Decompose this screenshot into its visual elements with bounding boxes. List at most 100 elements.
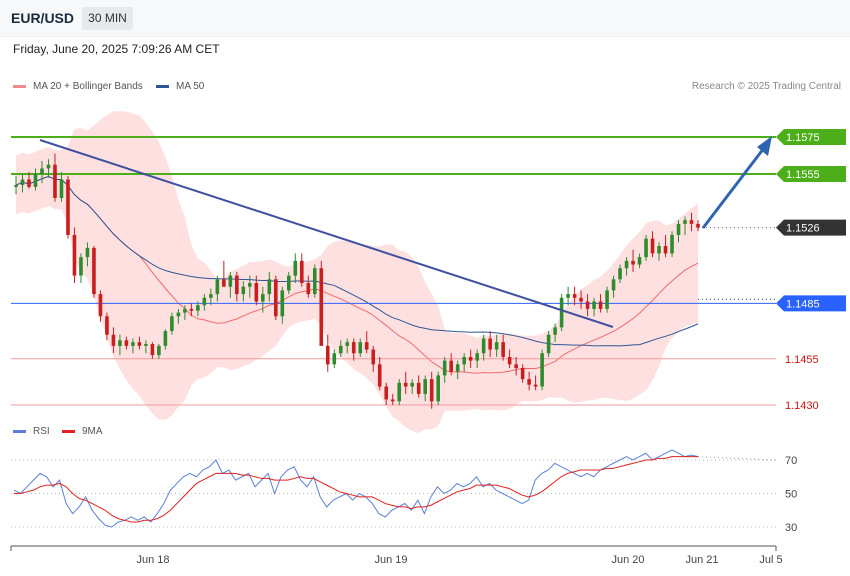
candle-body (462, 356, 466, 365)
timeframe-button[interactable]: 30 MIN (82, 7, 133, 30)
rsi-level-label-50: 50 (785, 489, 797, 501)
legend-ma50-label: MA 50 (176, 81, 205, 92)
candle-body (663, 246, 668, 254)
candle-body (384, 386, 389, 400)
candle-body (618, 268, 622, 280)
candle-body (358, 342, 363, 354)
x-tick-label: Jul 5 (759, 554, 782, 566)
candle-body (306, 283, 311, 295)
candle-body (163, 331, 168, 346)
candle-body (455, 364, 460, 372)
candle-body (644, 238, 648, 258)
candle-body (637, 257, 642, 265)
candle-body (546, 334, 551, 354)
candle-body (670, 234, 674, 254)
price-tag-1.1575 (776, 129, 846, 145)
research-credit: Research © 2025 Trading Central (691, 81, 841, 92)
candle-body (124, 340, 129, 346)
candle-body (423, 379, 427, 394)
candle-body (131, 342, 135, 346)
candle-body (33, 173, 38, 187)
candle-body (196, 305, 200, 311)
rsi-level-label-30: 30 (785, 522, 797, 534)
candle-body (683, 220, 687, 224)
candle-body (14, 185, 18, 187)
price-tag-1.1555 (776, 165, 846, 182)
candle-body (312, 268, 317, 295)
candle-body (689, 220, 694, 224)
legend-rsi-ma-label: 9MA (82, 426, 103, 437)
candle-body (611, 279, 616, 291)
rsi-swatch (13, 430, 26, 433)
candle-body (98, 294, 103, 317)
candle-body (46, 164, 51, 169)
candle-body (40, 168, 44, 174)
top-bar: EUR/USD 30 MIN (0, 0, 850, 37)
candle-body (183, 308, 187, 313)
x-tick-label: Jun 19 (374, 554, 407, 566)
candle-body (248, 283, 252, 287)
legend-ma20-label: MA 20 + Bollinger Bands (33, 81, 143, 92)
candle-body (436, 375, 440, 402)
candle-body (650, 238, 655, 254)
candle-body (254, 283, 259, 302)
downtrend-line (39, 139, 614, 328)
candle-body (501, 342, 505, 357)
projection-arrow-head (757, 136, 772, 156)
candle-body (261, 294, 265, 302)
candle-body (189, 308, 194, 311)
ma20-swatch (13, 85, 26, 88)
candle-body (235, 275, 239, 295)
candle-body (267, 279, 272, 295)
candle-body (144, 344, 148, 346)
candle-body (377, 364, 382, 387)
candle-body (449, 360, 453, 372)
candle-body (176, 312, 181, 317)
bollinger-band (16, 111, 698, 434)
candle-body (416, 382, 421, 394)
candle-body (157, 345, 161, 356)
candle-body (371, 349, 376, 365)
candle-body (442, 360, 447, 376)
candle-body (429, 379, 434, 402)
candle-body (299, 260, 304, 284)
price-label-1.1555: 1.1555 (786, 169, 820, 181)
candle-body (319, 268, 324, 346)
candle-body (222, 279, 226, 287)
candle-body (481, 338, 486, 354)
candle-body (92, 247, 96, 295)
candle-body (170, 316, 174, 332)
candle-body (598, 301, 603, 309)
candle-body (533, 384, 538, 387)
candle-body (390, 399, 395, 402)
candle-body (280, 290, 285, 317)
candle-body (137, 342, 142, 346)
candle-body (274, 279, 278, 317)
candle-body (494, 342, 499, 350)
candle-body (59, 179, 64, 198)
legend-rsi-ma: 9MA (62, 426, 103, 437)
candle-body (397, 382, 402, 402)
legend-rsi: RSI (13, 426, 50, 437)
candle-body (631, 260, 635, 265)
candle-body (488, 338, 492, 350)
legend-ma20: MA 20 + Bollinger Bands (13, 81, 143, 92)
legend-ma50: MA 50 (156, 81, 204, 92)
candle-body (676, 223, 681, 235)
candle-body (572, 294, 577, 298)
price-label-1.1430: 1.1430 (785, 400, 819, 412)
candle-body (215, 279, 220, 295)
candle-body (111, 334, 116, 346)
candle-body (345, 342, 350, 346)
candle-body (553, 327, 557, 335)
chart-datetime: Friday, June 20, 2025 7:09:26 AM CET (13, 42, 220, 56)
x-tick-label: Jun 18 (136, 554, 169, 566)
candle-body (475, 353, 479, 361)
candle-body (514, 364, 518, 369)
candle-body (410, 382, 415, 387)
x-tick-label: Jun 21 (685, 554, 718, 566)
candle-body (520, 368, 525, 380)
candle-body (579, 297, 583, 302)
symbol-title: EUR/USD (11, 10, 75, 26)
